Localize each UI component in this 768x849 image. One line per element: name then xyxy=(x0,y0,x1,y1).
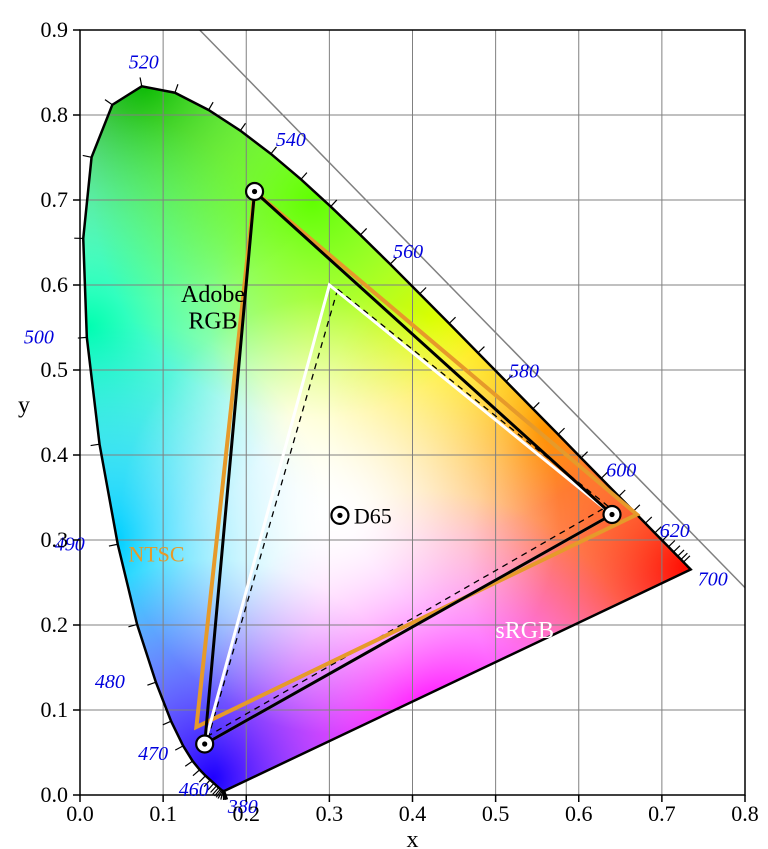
wavelength-label-470: 470 xyxy=(138,743,168,765)
wavelength-label-580: 580 xyxy=(509,360,539,382)
ytick-label: 0.8 xyxy=(41,102,69,127)
ytick-label: 0.2 xyxy=(41,612,69,637)
wavelength-label-600: 600 xyxy=(606,459,636,481)
wavelength-label-620: 620 xyxy=(660,520,690,542)
ytick-label: 0.0 xyxy=(41,782,69,807)
xtick-label: 0.5 xyxy=(482,801,510,826)
wavelength-label-520: 520 xyxy=(129,51,159,73)
ytick-label: 0.9 xyxy=(41,17,69,42)
ytick-label: 0.4 xyxy=(41,442,69,467)
wavelength-label-560: 560 xyxy=(393,241,423,263)
xtick-label: 0.0 xyxy=(66,801,94,826)
xtick-label: 0.2 xyxy=(233,801,261,826)
adobe-rgb-label: Adobe xyxy=(181,282,245,308)
srgb-label: sRGB xyxy=(495,618,554,644)
wavelength-label-700: 700 xyxy=(698,568,728,590)
ytick-label: 0.3 xyxy=(41,527,69,552)
wavelength-label-460: 460 xyxy=(179,779,209,801)
ntsc-label: NTSC xyxy=(128,541,184,566)
wavelength-label-500: 500 xyxy=(24,326,54,348)
ytick-label: 0.6 xyxy=(41,272,69,297)
xtick-label: 0.1 xyxy=(149,801,177,826)
chromaticity-chart: NTSCsRGBAdobeRGBD65380460470480490500520… xyxy=(0,0,768,849)
ytick-label: 0.5 xyxy=(41,357,69,382)
adobe-rgb-label: RGB xyxy=(188,308,237,334)
xtick-label: 0.3 xyxy=(316,801,344,826)
xtick-label: 0.4 xyxy=(399,801,427,826)
ytick-label: 0.1 xyxy=(41,697,69,722)
xtick-label: 0.6 xyxy=(565,801,593,826)
y-axis-label: y xyxy=(18,393,30,419)
xtick-label: 0.7 xyxy=(648,801,676,826)
xtick-label: 0.8 xyxy=(731,801,759,826)
d65-label: D65 xyxy=(354,503,392,528)
ytick-label: 0.7 xyxy=(41,187,69,212)
x-axis-label: x xyxy=(407,827,419,849)
wavelength-label-540: 540 xyxy=(276,129,306,151)
wavelength-label-480: 480 xyxy=(95,671,125,693)
